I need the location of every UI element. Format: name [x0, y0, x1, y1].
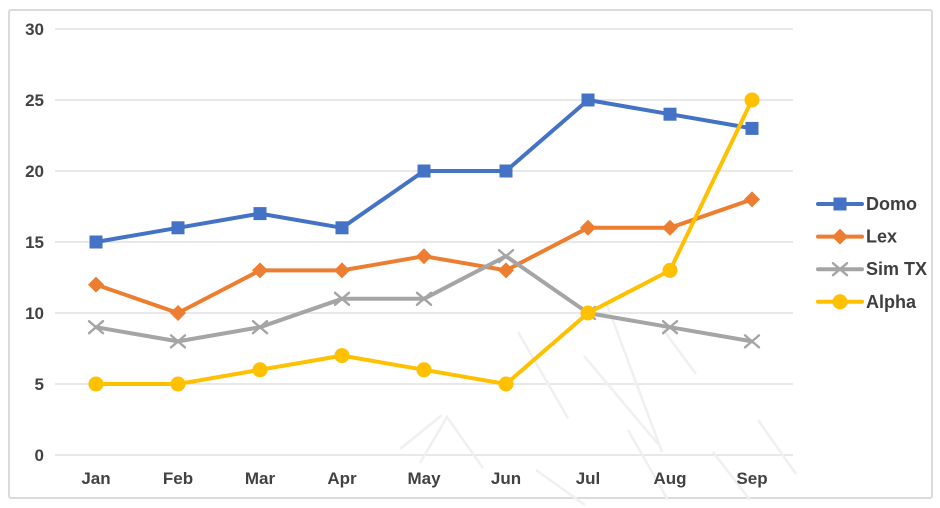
y-axis-tick-label: 15: [25, 233, 44, 252]
data-point-marker-lex: [580, 219, 596, 236]
data-point-marker-sim-tx: [497, 249, 515, 264]
data-point-marker-sim-tx: [87, 320, 105, 335]
data-point-marker-sim-tx: [661, 320, 679, 335]
x-axis-category-label: Jun: [491, 469, 521, 488]
watermark-stroke: [660, 327, 698, 375]
watermark-stroke: [583, 355, 659, 445]
data-point-marker-lex: [498, 262, 514, 279]
legend-label: Lex: [866, 227, 897, 247]
chart-border-frame: [8, 9, 933, 499]
y-axis-tick-label: 10: [25, 304, 44, 323]
legend-item-alpha[interactable]: Alpha: [816, 292, 917, 312]
watermark-stroke: [756, 419, 798, 475]
data-point-marker-alpha: [252, 362, 268, 378]
data-point-marker-alpha: [498, 376, 514, 392]
y-axis-labels: 0 5 10 15 20 25 30: [25, 20, 44, 465]
data-point-marker-lex: [252, 262, 268, 279]
legend-label: Sim TX: [866, 259, 927, 279]
data-point-marker-domo: [663, 107, 677, 121]
legend-marker-domo: [833, 197, 847, 211]
x-axis-category-label: Jan: [81, 469, 110, 488]
legend-label: Alpha: [866, 292, 917, 312]
legend-item-sim-tx[interactable]: Sim TX: [816, 259, 927, 279]
y-axis-tick-label: 20: [25, 162, 44, 181]
data-point-marker-lex: [334, 262, 350, 279]
x-axis-category-label: Apr: [327, 469, 357, 488]
data-point-marker-sim-tx: [743, 334, 761, 349]
data-point-marker-domo: [499, 164, 513, 178]
y-axis-tick-label: 0: [35, 446, 44, 465]
x-axis-labels: Jan Feb Mar Apr May Jun Jul Aug Sep: [81, 469, 767, 488]
data-point-marker-alpha: [88, 376, 104, 392]
data-point-marker-alpha: [416, 362, 432, 378]
series-sim-tx: [87, 249, 761, 349]
y-axis-tick-label: 25: [25, 91, 44, 110]
watermark-stroke: [535, 468, 586, 507]
legend-marker-alpha: [832, 294, 848, 310]
watermark-stroke: [418, 414, 485, 469]
data-point-marker-domo: [745, 121, 759, 135]
data-point-marker-domo: [171, 221, 185, 235]
data-point-marker-domo: [417, 164, 431, 178]
data-point-marker-lex: [744, 191, 760, 208]
data-point-marker-domo: [581, 93, 595, 107]
data-point-marker-sim-tx: [169, 334, 187, 349]
legend-marker-sim-tx: [831, 262, 849, 277]
data-point-marker-alpha: [580, 305, 596, 321]
y-axis-tick-label: 30: [25, 20, 44, 39]
data-point-marker-lex: [416, 248, 432, 265]
x-axis-category-label: Feb: [163, 469, 193, 488]
data-point-marker-alpha: [170, 376, 186, 392]
x-axis-category-label: Jul: [576, 469, 601, 488]
data-point-marker-sim-tx: [251, 320, 269, 335]
data-point-marker-domo: [89, 235, 103, 249]
watermark-stroke: [626, 429, 670, 501]
x-axis-category-label: Aug: [653, 469, 686, 488]
data-point-marker-alpha: [744, 92, 760, 108]
data-point-marker-domo: [335, 221, 349, 235]
series-domo: [89, 93, 759, 249]
x-axis-category-label: May: [407, 469, 441, 488]
watermark-stroke: [516, 331, 570, 419]
legend-item-lex[interactable]: Lex: [816, 227, 897, 247]
series-lines: [87, 92, 761, 392]
x-axis-category-label: Mar: [245, 469, 276, 488]
legend-item-domo[interactable]: Domo: [816, 194, 917, 214]
data-point-marker-lex: [88, 276, 104, 293]
series-alpha: [88, 92, 760, 392]
legend: Domo Lex Sim TX Alpha: [816, 194, 927, 312]
data-point-marker-alpha: [662, 262, 678, 278]
data-point-marker-lex: [170, 305, 186, 321]
data-point-marker-sim-tx: [333, 291, 351, 306]
data-point-marker-sim-tx: [415, 291, 433, 306]
y-axis-tick-label: 5: [35, 375, 44, 394]
legend-marker-lex: [832, 228, 848, 245]
data-point-marker-domo: [253, 207, 267, 221]
watermark: [399, 301, 798, 507]
data-point-marker-lex: [662, 219, 678, 236]
watermark-stroke: [604, 301, 664, 453]
legend-label: Domo: [866, 194, 917, 214]
x-axis-category-label: Sep: [736, 469, 767, 488]
data-point-marker-alpha: [334, 348, 350, 364]
watermark-stroke: [712, 451, 751, 501]
series-lex: [88, 191, 760, 321]
watermark-stroke: [399, 414, 443, 450]
